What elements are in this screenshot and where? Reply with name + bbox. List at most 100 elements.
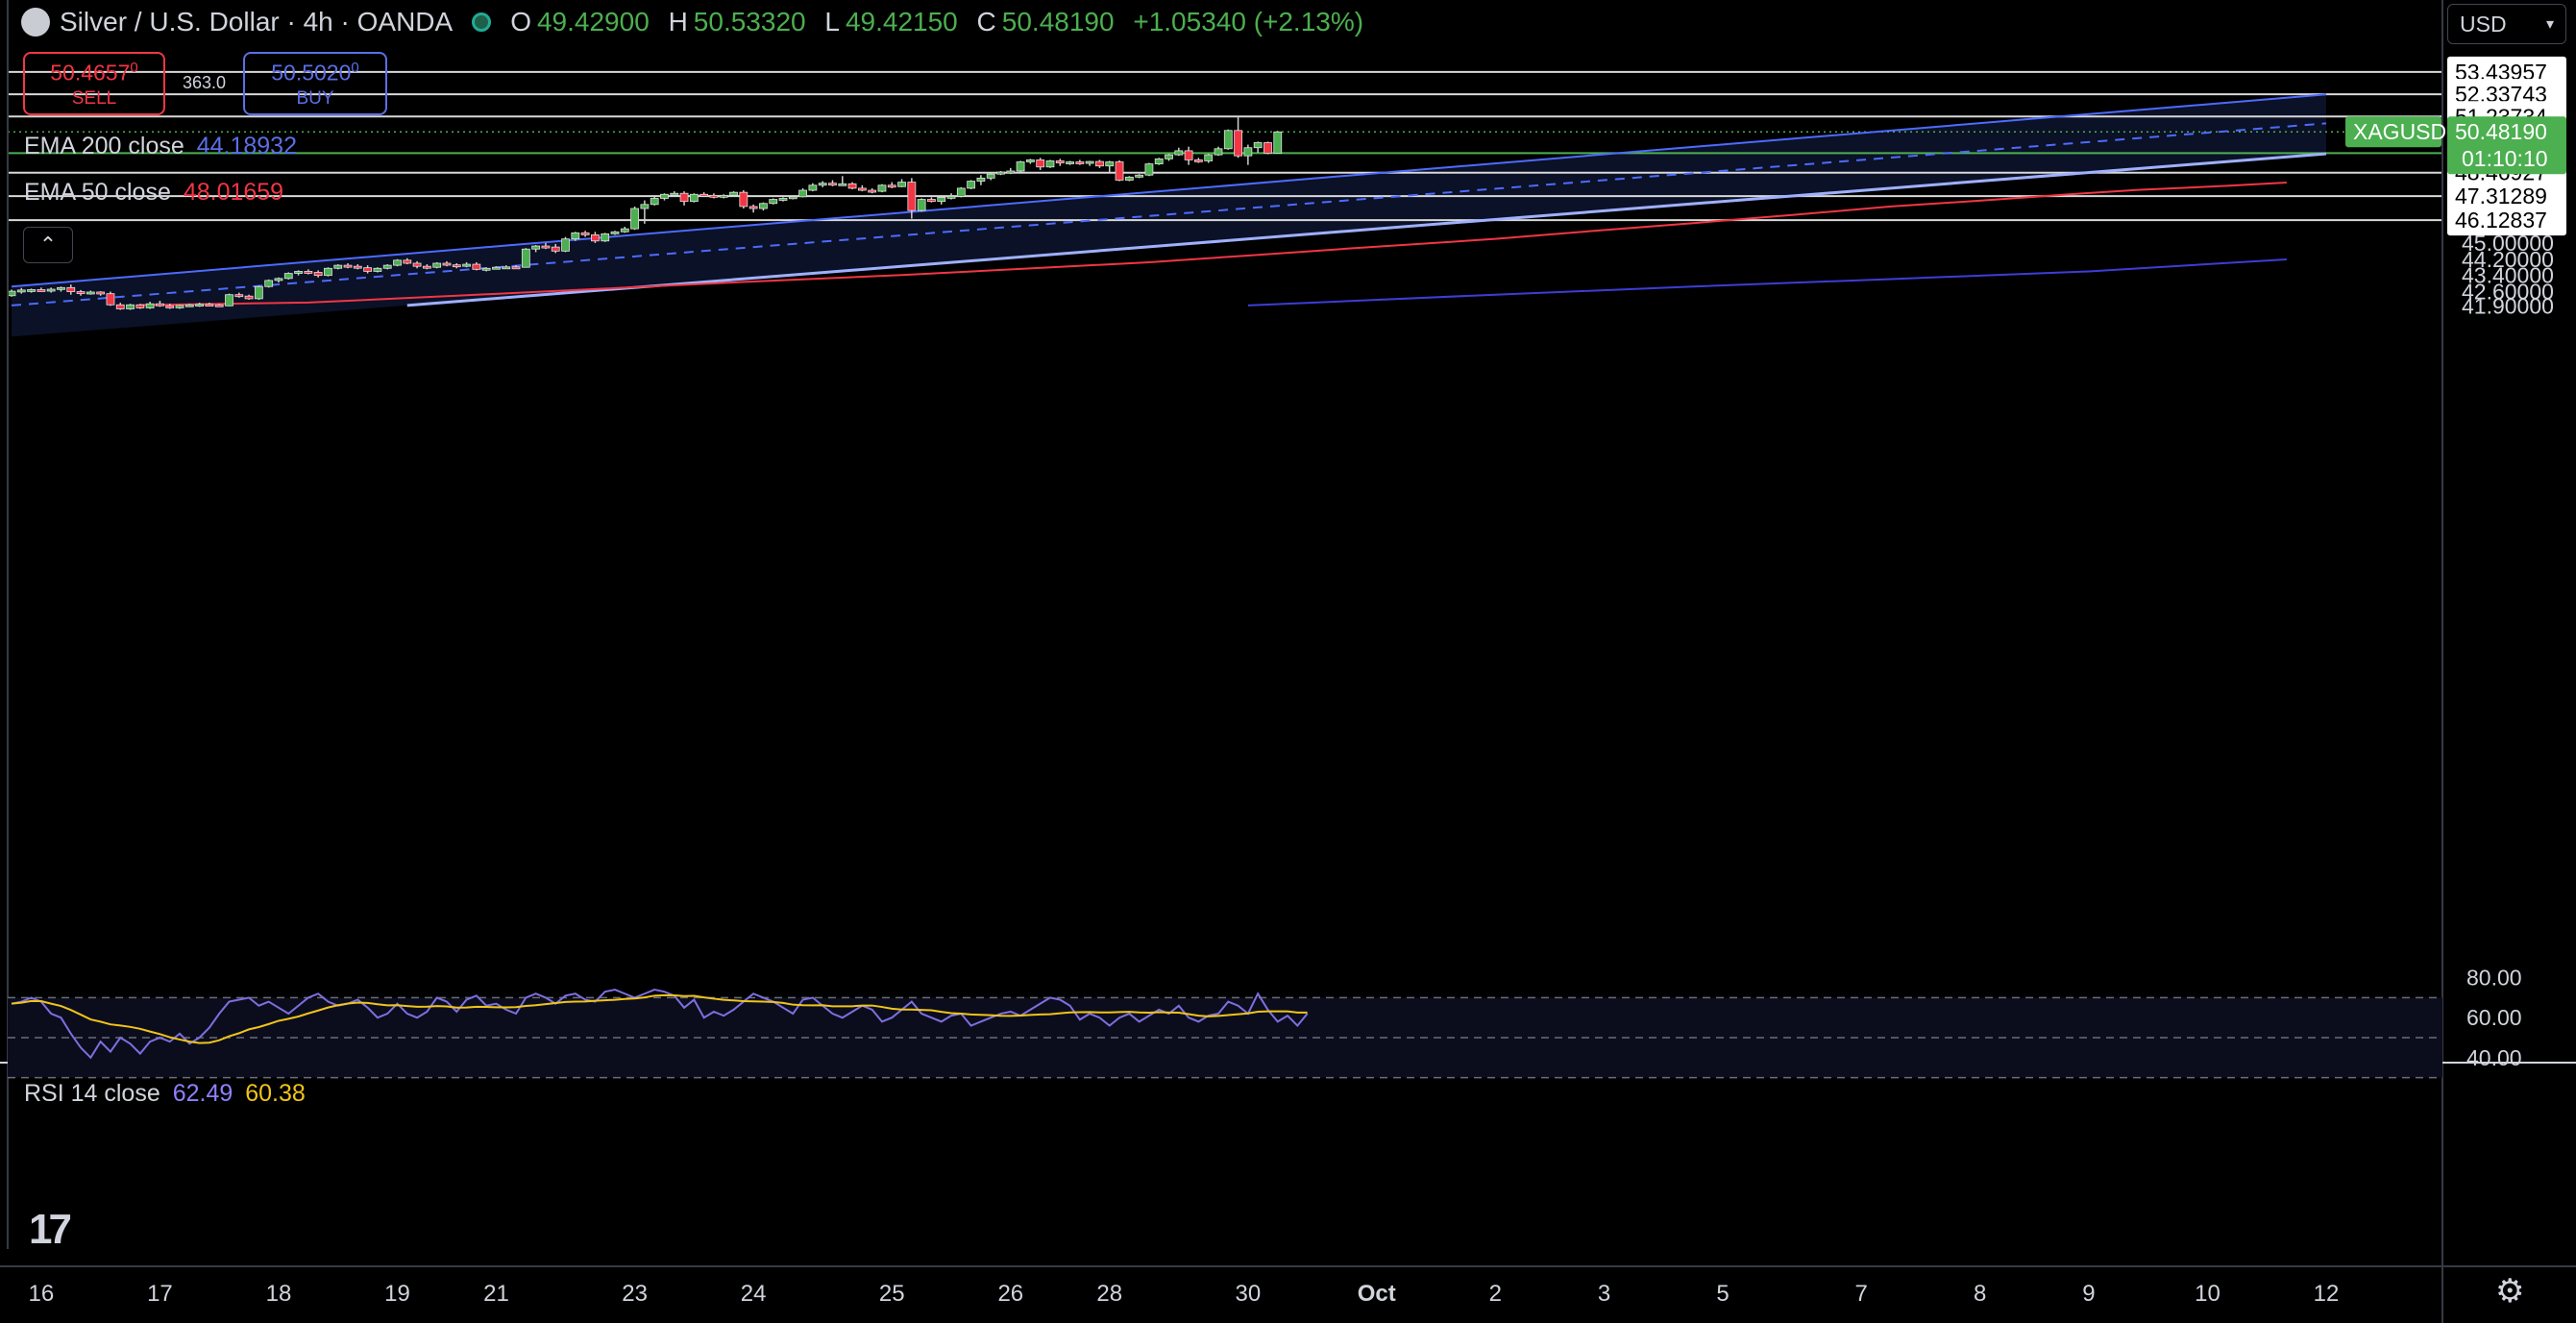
candle-body bbox=[670, 192, 679, 196]
candle-body bbox=[571, 232, 580, 240]
candle-body bbox=[195, 304, 205, 307]
candle-body bbox=[254, 285, 263, 300]
level-price-label: 47.31289 bbox=[2455, 184, 2547, 208]
candle-body bbox=[214, 304, 224, 307]
candle-body bbox=[877, 184, 887, 192]
candle-body bbox=[897, 182, 906, 187]
sell-button[interactable]: 50.46570 SELL bbox=[23, 52, 165, 115]
rsi-legend[interactable]: RSI 14 close 62.49 60.38 bbox=[24, 1080, 306, 1108]
candle-body bbox=[27, 289, 36, 292]
candle-body bbox=[115, 304, 125, 309]
candle-body bbox=[283, 273, 293, 280]
candle-body bbox=[1144, 163, 1154, 176]
candle-body bbox=[37, 289, 46, 292]
symbol-title[interactable]: Silver / U.S. Dollar · 4h · OANDA bbox=[60, 7, 454, 37]
ema200-legend[interactable]: EMA 200 close 44.18932 bbox=[24, 133, 297, 160]
candle-body bbox=[126, 304, 135, 309]
ohlc-values: O 49.42900 H 50.53320 L 49.42150 C 50.48190 … bbox=[510, 7, 1369, 37]
last-price-box bbox=[2447, 116, 2566, 175]
candle-body bbox=[373, 267, 382, 272]
settings-gear-icon[interactable]: ⚙ bbox=[2495, 1273, 2525, 1310]
candle-body bbox=[1223, 130, 1233, 150]
candle-body bbox=[106, 293, 115, 306]
candle-body bbox=[1016, 161, 1025, 172]
candle-body bbox=[838, 183, 847, 186]
candle-body bbox=[976, 177, 986, 182]
candle-body bbox=[1263, 142, 1272, 154]
candle-body bbox=[591, 234, 600, 242]
price-tick-label: 42.60000 bbox=[2462, 280, 2554, 305]
level-price-label: 46.12837 bbox=[2455, 208, 2547, 233]
candle-body bbox=[808, 184, 818, 191]
time-tick-label: 17 bbox=[147, 1281, 173, 1307]
candle-body bbox=[66, 286, 76, 292]
candle-body bbox=[403, 259, 412, 264]
candle-body bbox=[304, 271, 313, 274]
ema50-value: 48.01659 bbox=[183, 179, 284, 206]
candle-body bbox=[521, 248, 530, 268]
ema50-line bbox=[139, 182, 2287, 306]
candle-body bbox=[511, 266, 521, 270]
candle-body bbox=[1253, 142, 1263, 149]
candle-body bbox=[956, 187, 966, 197]
candle-body bbox=[76, 291, 86, 294]
candle-body bbox=[739, 191, 748, 208]
price-tick-label: 41.90000 bbox=[2462, 293, 2554, 318]
candle-body bbox=[46, 288, 56, 292]
buy-button[interactable]: 50.50200 BUY bbox=[243, 52, 387, 115]
candle-body bbox=[541, 245, 551, 249]
candle-body bbox=[986, 173, 995, 179]
tradingview-logo[interactable]: 17 bbox=[29, 1206, 72, 1253]
rsi-ma-value: 60.38 bbox=[245, 1080, 306, 1107]
candle-body bbox=[244, 295, 254, 300]
ema200-value: 44.18932 bbox=[196, 133, 297, 159]
time-tick-label: 18 bbox=[266, 1281, 292, 1307]
candle-body bbox=[145, 303, 155, 308]
chart-header: Silver / U.S. Dollar · 4h · OANDA O 49.42… bbox=[0, 0, 1369, 44]
candle-body bbox=[601, 233, 610, 242]
candle-body bbox=[234, 294, 244, 298]
candle-body bbox=[1045, 160, 1055, 168]
chevron-up-icon: ⌃ bbox=[38, 233, 58, 257]
candle-body bbox=[165, 305, 175, 308]
candle-body bbox=[363, 267, 373, 272]
candle-body bbox=[729, 191, 738, 196]
candle-body bbox=[1194, 159, 1203, 162]
market-status-icon bbox=[472, 12, 492, 32]
high-label: H bbox=[668, 7, 688, 37]
candle-body bbox=[996, 171, 1005, 175]
candle-body bbox=[393, 259, 402, 266]
sell-price-sup: 0 bbox=[130, 60, 138, 77]
buy-price: 50.5020 bbox=[271, 60, 352, 86]
candle-body bbox=[1243, 147, 1253, 157]
rsi-tick-label: 40.00 bbox=[2466, 1045, 2522, 1070]
collapse-legend-button[interactable]: ⌃ bbox=[23, 227, 73, 263]
ema200-label: EMA 200 close bbox=[24, 133, 184, 159]
candle-body bbox=[887, 184, 896, 188]
candle-body bbox=[778, 198, 788, 201]
candle-body bbox=[442, 262, 452, 266]
candle-body bbox=[561, 238, 570, 252]
candle-body bbox=[1204, 154, 1214, 161]
ema50-legend[interactable]: EMA 50 close 48.01659 bbox=[24, 179, 283, 207]
currency-select[interactable]: USD ▾ bbox=[2447, 4, 2566, 44]
time-tick-label: 2 bbox=[1489, 1281, 1502, 1307]
candle-body bbox=[343, 264, 353, 268]
candle-body bbox=[531, 245, 541, 250]
currency-value: USD bbox=[2460, 11, 2507, 37]
candle-body bbox=[818, 183, 827, 186]
candle-body bbox=[274, 278, 283, 282]
symbol-tag-box bbox=[2345, 116, 2441, 148]
price-tick-label: 43.40000 bbox=[2462, 263, 2554, 288]
candle-body bbox=[57, 286, 65, 290]
candle-body bbox=[917, 199, 926, 211]
candle-body bbox=[462, 263, 471, 267]
rsi-line bbox=[11, 989, 1309, 1060]
candle-body bbox=[689, 193, 699, 203]
candle-body bbox=[828, 183, 837, 186]
candle-body bbox=[382, 264, 392, 269]
candle-body bbox=[709, 194, 719, 198]
level-price-box bbox=[2447, 181, 2566, 212]
candle-body bbox=[86, 291, 95, 295]
